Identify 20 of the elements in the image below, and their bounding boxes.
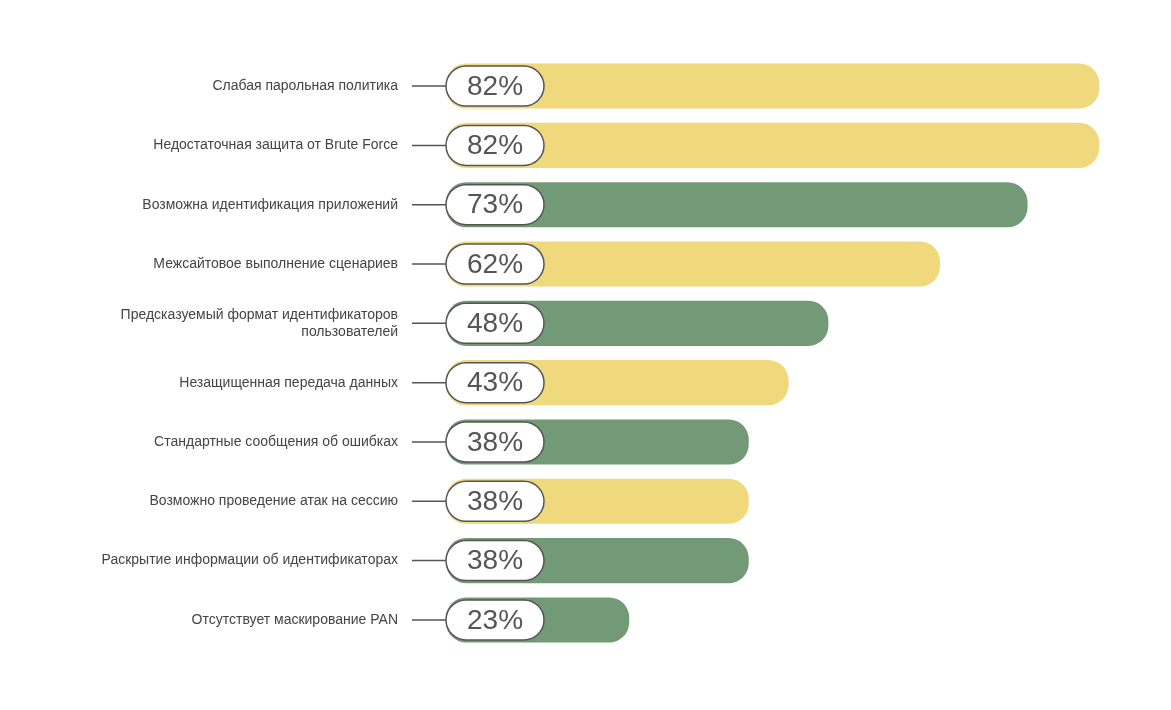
data-label: 62% — [466, 247, 524, 279]
y-tick-label: Предсказуемый формат идентификаторов пользователей — [120, 305, 398, 339]
data-label: 43% — [466, 366, 524, 398]
y-tick-label: Возможно проведение атак на сессию — [149, 492, 398, 509]
y-tick-label: Отсутствует маскирование PAN — [191, 610, 398, 627]
data-label: 38% — [466, 425, 524, 457]
y-tick-label: Незащищенная передача данных — [179, 373, 398, 390]
y-tick-label: Стандартные сообщения об ошибках — [154, 432, 398, 449]
data-label: 82% — [466, 129, 524, 161]
y-tick-label: Возможна идентификация приложений — [142, 195, 398, 212]
y-tick-label: Слабая парольная политика — [212, 76, 399, 93]
data-label: 23% — [466, 603, 524, 635]
data-label: 73% — [466, 188, 524, 220]
data-label: 48% — [466, 307, 524, 339]
y-tick-label: Недостаточная защита от Brute Force — [153, 136, 399, 153]
data-label: 82% — [466, 69, 524, 101]
data-label: 38% — [466, 544, 524, 576]
y-tick-label: Раскрытие информации об идентификаторах — [101, 551, 398, 568]
data-label: 38% — [466, 485, 524, 517]
y-tick-label: Межсайтовое выполнение сценариев — [153, 254, 398, 271]
